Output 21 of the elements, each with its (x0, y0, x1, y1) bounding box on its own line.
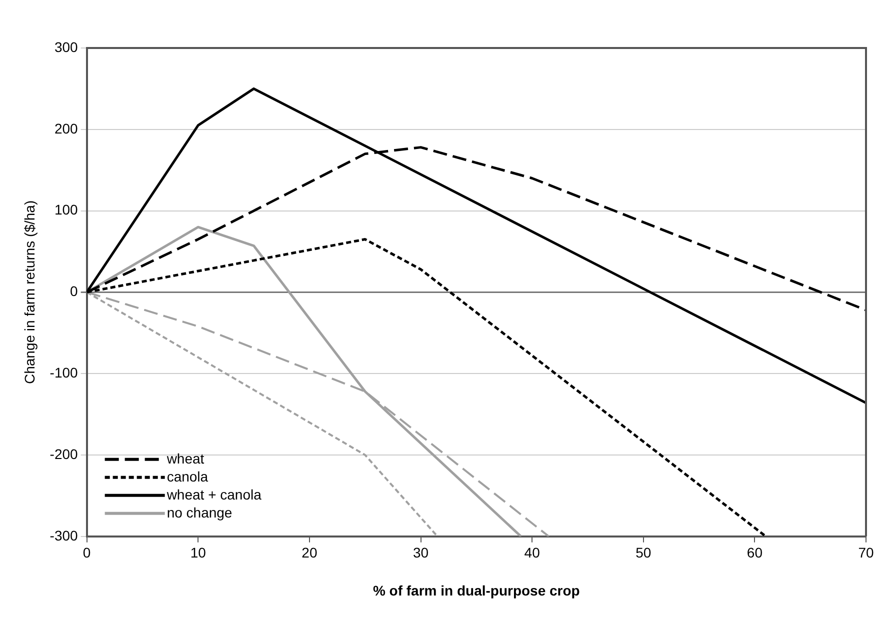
x-tick-label: 50 (636, 544, 652, 561)
x-tick-label: 30 (412, 544, 429, 561)
y-tick-label: 200 (54, 120, 78, 136)
y-tick-label: 300 (54, 38, 78, 55)
x-tick-label: 70 (858, 544, 874, 561)
y-tick-label: 100 (54, 202, 78, 218)
x-tick-label: 20 (302, 544, 318, 561)
legend-label: no change (166, 504, 232, 520)
x-tick-label: 40 (524, 544, 540, 561)
x-tick-label: 60 (746, 544, 763, 561)
y-tick-label: -200 (50, 446, 78, 462)
y-tick-label: 0 (70, 283, 78, 300)
legend-label: wheat (166, 450, 204, 466)
x-tick-label: 0 (82, 544, 91, 561)
legend-label: wheat + canola (166, 486, 262, 502)
x-tick-label: 10 (190, 544, 206, 561)
y-tick-label: -300 (50, 527, 78, 544)
x-axis-title: % of farm in dual-purpose crop (372, 582, 580, 598)
y-axis-title: Change in farm returns ($/ha) (21, 200, 38, 384)
legend-label: canola (166, 468, 208, 484)
y-tick-label: -100 (50, 364, 78, 380)
